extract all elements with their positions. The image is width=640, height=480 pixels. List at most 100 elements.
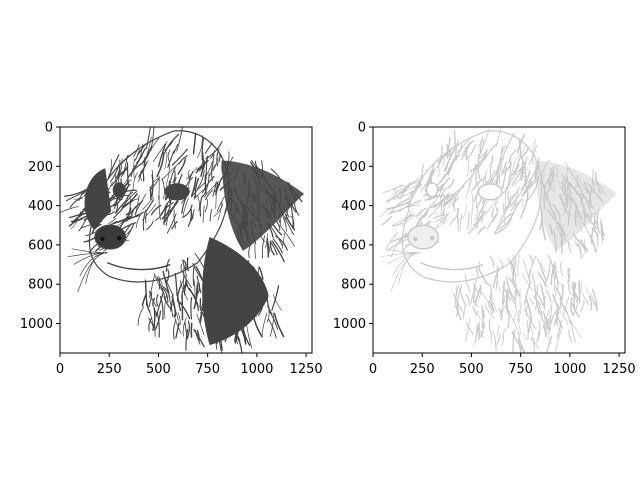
fur-stroke xyxy=(455,283,461,302)
fur-stroke xyxy=(456,302,462,321)
fur-stroke xyxy=(509,288,515,305)
fur-stroke xyxy=(207,262,214,282)
fur-stroke xyxy=(533,288,546,310)
fur-stroke xyxy=(510,202,519,212)
fur-stroke xyxy=(63,188,88,197)
fur-stroke xyxy=(169,167,176,186)
fur-stroke xyxy=(209,150,215,160)
fur-stroke xyxy=(468,177,471,188)
fur-stroke xyxy=(513,163,521,175)
fur-stroke xyxy=(449,214,459,227)
fur-stroke xyxy=(535,284,538,296)
fur-stroke xyxy=(276,220,281,231)
fur-stroke xyxy=(388,209,401,215)
fur-stroke xyxy=(192,132,197,155)
fur-stroke xyxy=(268,223,283,247)
fur-stroke xyxy=(519,303,523,314)
fur-stroke xyxy=(115,168,122,183)
x-tick-label: 0 xyxy=(369,362,377,377)
right-y-axis: 0 200 400 600 800 1000 xyxy=(333,121,373,332)
fur-stroke xyxy=(242,324,251,347)
fur-stroke xyxy=(228,321,231,335)
fur-stroke xyxy=(221,162,224,173)
fur-stroke xyxy=(492,207,499,223)
fur-stroke xyxy=(73,194,86,200)
fur-stroke xyxy=(249,292,254,304)
fur-stroke xyxy=(251,159,266,179)
fur-stroke xyxy=(448,154,461,171)
fur-stroke xyxy=(586,200,594,216)
fur-stroke xyxy=(561,181,569,204)
fur-stroke xyxy=(83,210,95,221)
fur-stroke xyxy=(251,271,256,281)
fur-stroke xyxy=(521,274,533,291)
fur-stroke xyxy=(291,202,297,213)
fur-stroke xyxy=(212,157,219,172)
fur-stroke xyxy=(567,183,572,201)
fur-stroke xyxy=(212,154,215,166)
fur-stroke xyxy=(164,293,167,319)
fur-stroke xyxy=(464,319,471,342)
fur-stroke xyxy=(518,139,522,157)
fur-stroke xyxy=(208,263,216,275)
fur-stroke xyxy=(465,174,472,198)
fur-stroke xyxy=(285,195,291,221)
fur-stroke xyxy=(247,287,252,298)
fur-stroke xyxy=(547,331,552,344)
fur-stroke xyxy=(162,270,170,294)
fur-stroke xyxy=(462,305,466,319)
fur-stroke xyxy=(560,231,563,255)
fur-stroke xyxy=(201,137,204,161)
fur-stroke xyxy=(164,151,168,170)
fur-stroke xyxy=(386,187,407,202)
fur-stroke xyxy=(459,213,463,232)
fur-stroke xyxy=(269,241,278,256)
whiskers xyxy=(67,248,108,293)
fur-stroke xyxy=(196,329,201,341)
fur-stroke xyxy=(592,181,595,193)
fur-stroke xyxy=(194,330,201,345)
fur-stroke xyxy=(572,232,589,253)
left-eye xyxy=(425,182,439,198)
fur-stroke xyxy=(266,306,270,323)
fur-stroke xyxy=(148,291,153,308)
dog-sketch-light xyxy=(379,127,618,353)
fur-stroke xyxy=(177,312,181,326)
fur-stroke xyxy=(472,296,480,308)
fur-stroke xyxy=(96,211,115,216)
left-x-axis: 0 250 500 750 1000 1250 xyxy=(56,353,323,377)
fur-stroke xyxy=(572,295,579,316)
fur-stroke xyxy=(399,182,411,200)
fur-stroke xyxy=(522,259,531,285)
fur-stroke xyxy=(199,300,205,321)
nostril xyxy=(116,235,122,241)
fur-stroke xyxy=(129,198,139,206)
fur-stroke xyxy=(579,299,585,313)
fur-stroke xyxy=(445,148,452,173)
fur-stroke xyxy=(245,271,255,297)
fur-stroke xyxy=(278,211,282,223)
fur-stroke xyxy=(511,331,525,353)
fur-stroke xyxy=(173,143,179,154)
fur-stroke xyxy=(587,182,604,203)
x-tick-label: 500 xyxy=(459,362,484,377)
fur-stroke xyxy=(252,314,263,338)
fur-stroke xyxy=(227,276,237,293)
fur-stroke xyxy=(552,293,560,314)
fur-stroke xyxy=(416,214,423,224)
fur-stroke xyxy=(294,202,300,216)
fur-stroke xyxy=(156,152,165,178)
fur-stroke xyxy=(508,159,512,183)
fur-stroke xyxy=(171,148,188,166)
fur-stroke xyxy=(497,325,500,339)
fur-stroke xyxy=(144,199,155,214)
fur-stroke xyxy=(531,337,540,349)
x-tick-label: 1000 xyxy=(553,362,586,377)
fur-stroke xyxy=(554,285,562,299)
fur-stroke xyxy=(108,217,117,225)
fur-stroke xyxy=(576,212,583,232)
fur-stroke xyxy=(145,127,151,150)
fur-stroke xyxy=(499,207,509,221)
fur-stroke xyxy=(566,175,570,188)
y-tick-label: 600 xyxy=(341,238,366,253)
